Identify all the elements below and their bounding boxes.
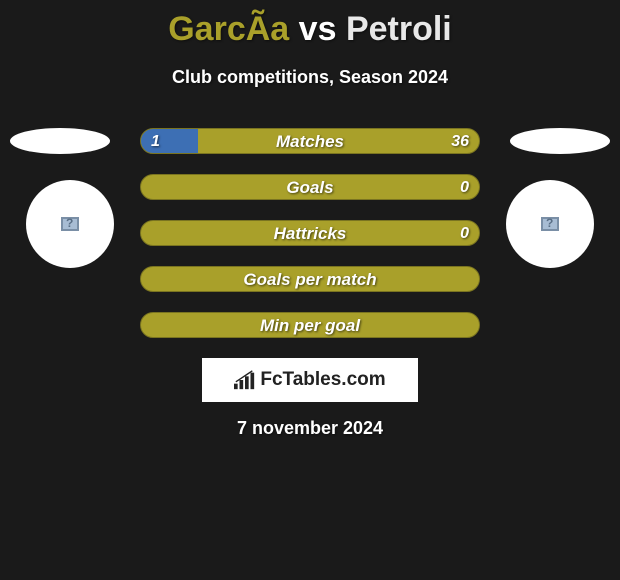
stat-label: Goals per match xyxy=(141,267,479,292)
placeholder-icon xyxy=(541,217,559,231)
stat-value-right: 0 xyxy=(460,221,469,246)
player2-name: Petroli xyxy=(346,10,452,48)
player2-ellipse xyxy=(510,128,610,154)
placeholder-icon xyxy=(61,217,79,231)
stat-bar-goals-per-match: Goals per match xyxy=(140,266,480,292)
player1-ellipse xyxy=(10,128,110,154)
date-text: 7 november 2024 xyxy=(0,418,620,439)
chart-icon xyxy=(234,370,256,390)
comparison-title: GarcÃ­a vs Petroli xyxy=(0,0,620,49)
player1-name: GarcÃ­a xyxy=(168,10,289,48)
stat-label: Min per goal xyxy=(141,313,479,338)
subtitle: Club competitions, Season 2024 xyxy=(0,67,620,88)
fctables-logo: FcTables.com xyxy=(202,358,418,402)
stat-bars-container: 1 Matches 36 Goals 0 Hattricks 0 Goals p… xyxy=(140,128,480,338)
stat-bar-min-per-goal: Min per goal xyxy=(140,312,480,338)
player2-badge-circle xyxy=(506,180,594,268)
stat-bar-goals: Goals 0 xyxy=(140,174,480,200)
stat-bar-matches: 1 Matches 36 xyxy=(140,128,480,154)
stat-bar-hattricks: Hattricks 0 xyxy=(140,220,480,246)
stat-label: Matches xyxy=(141,129,479,154)
player1-badge-circle xyxy=(26,180,114,268)
stat-label: Goals xyxy=(141,175,479,200)
vs-text: vs xyxy=(299,10,337,48)
stat-value-right: 0 xyxy=(460,175,469,200)
stat-label: Hattricks xyxy=(141,221,479,246)
stats-area: 1 Matches 36 Goals 0 Hattricks 0 Goals p… xyxy=(0,128,620,439)
logo-text: FcTables.com xyxy=(260,369,385,391)
stat-value-right: 36 xyxy=(451,129,469,154)
logo-content: FcTables.com xyxy=(234,369,385,391)
